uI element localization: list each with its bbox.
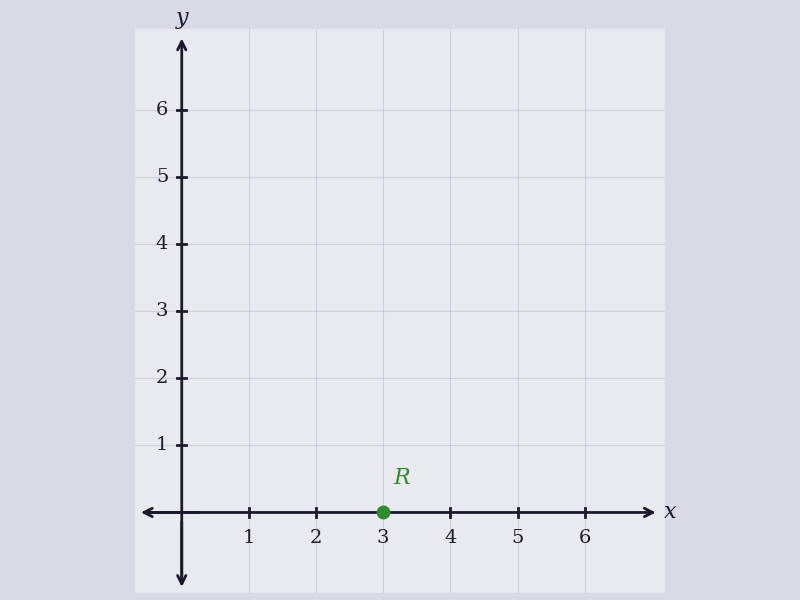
Text: 4: 4 (444, 529, 457, 547)
Text: 6: 6 (578, 529, 591, 547)
Text: 3: 3 (377, 529, 390, 547)
Text: 3: 3 (156, 302, 168, 320)
Text: 1: 1 (156, 436, 168, 454)
Text: 2: 2 (310, 529, 322, 547)
Text: R: R (394, 467, 410, 489)
Text: x: x (664, 502, 677, 523)
Text: 5: 5 (156, 167, 168, 185)
Text: y: y (175, 7, 188, 29)
Text: 4: 4 (156, 235, 168, 253)
Text: 2: 2 (156, 369, 168, 387)
Point (377, 508, 390, 517)
Text: 5: 5 (511, 529, 524, 547)
Text: 1: 1 (242, 529, 255, 547)
Text: 6: 6 (156, 101, 168, 119)
